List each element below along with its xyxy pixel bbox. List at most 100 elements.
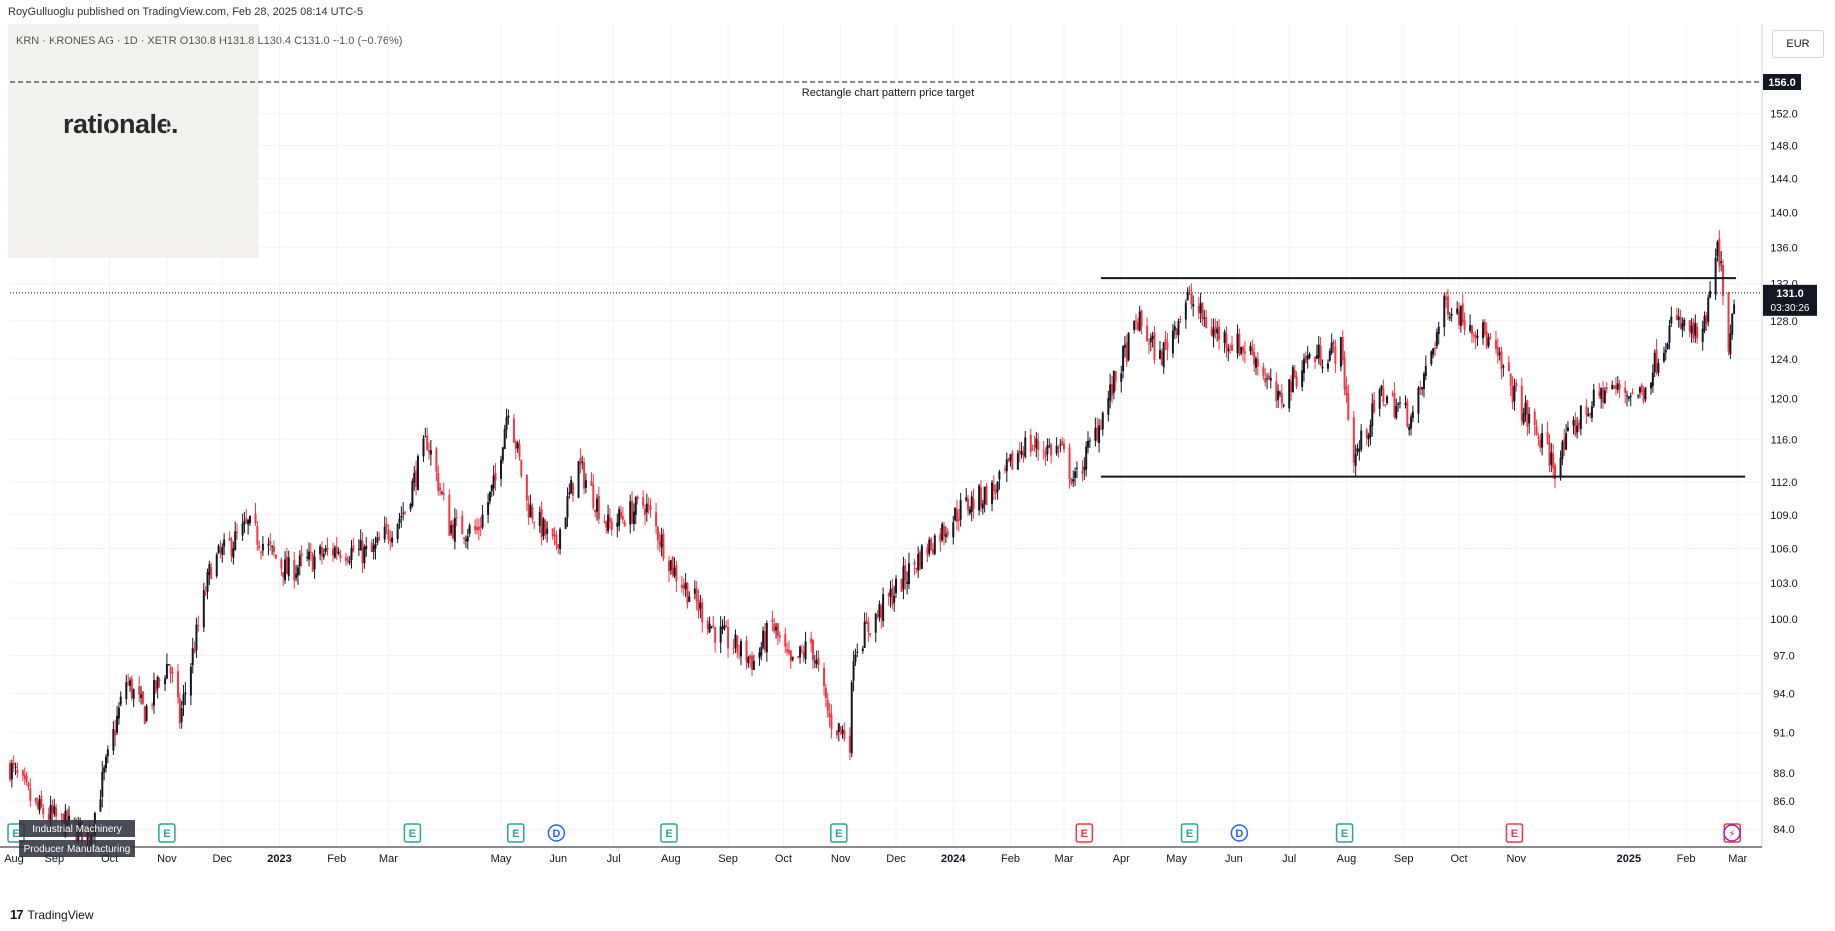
candle-up: [970, 496, 973, 512]
candle-down: [1520, 385, 1523, 421]
time-tick-label: Jul: [607, 853, 621, 865]
candle-up: [490, 484, 493, 492]
candle-down: [27, 783, 30, 787]
price-tick-label: 116.0: [1771, 435, 1798, 447]
candle-down: [389, 539, 392, 542]
earnings-marker-icon: [1335, 823, 1354, 843]
candle-down: [1705, 314, 1708, 325]
candle-down: [1692, 322, 1695, 339]
candle-down: [426, 435, 429, 450]
time-tick-label: Sep: [1394, 853, 1414, 865]
candle-up: [1282, 405, 1285, 407]
candle-up: [132, 689, 135, 699]
candle-down: [1472, 335, 1475, 337]
candle-down: [1345, 386, 1348, 396]
candle-up: [928, 539, 931, 554]
candle-down: [828, 712, 831, 717]
candle-up: [861, 648, 864, 652]
candle-up: [991, 482, 994, 504]
candle-down: [387, 529, 390, 540]
candle-down: [36, 801, 39, 808]
candle-down: [1179, 319, 1182, 321]
candle-up: [1048, 445, 1051, 447]
candle-down: [1642, 390, 1645, 402]
candle-down: [474, 525, 477, 530]
candle-up: [1629, 395, 1632, 398]
candle-up: [734, 634, 737, 648]
candle-up: [468, 525, 471, 534]
candle-down: [23, 774, 26, 779]
candle-down: [463, 537, 466, 539]
candle-down: [272, 546, 275, 553]
candle-up: [117, 707, 120, 719]
candle-up: [1356, 448, 1359, 453]
earnings-marker-label: E: [835, 828, 842, 840]
candle-down: [256, 526, 259, 545]
candle-down: [649, 505, 652, 511]
candle-up: [182, 694, 185, 706]
candle-down: [712, 625, 715, 627]
candle-up: [1690, 325, 1693, 334]
candle-up: [1437, 326, 1440, 335]
candle-up: [1707, 297, 1710, 322]
candle-down: [1044, 452, 1047, 457]
candle-down: [260, 551, 263, 553]
candle-down: [1210, 326, 1213, 336]
candle-up: [906, 581, 909, 584]
candle-up: [411, 481, 414, 507]
candle-down: [55, 807, 58, 817]
candle-down: [1365, 429, 1368, 439]
candle-down: [1500, 351, 1503, 369]
candle-down: [1552, 453, 1555, 469]
candle-down: [985, 486, 988, 506]
candle-down: [151, 704, 154, 706]
candle-up: [295, 573, 298, 578]
price-chart[interactable]: 84.0 86.0 88.0 91.0 94.0 97.0 100.0 103.0 106.0 1…: [0, 24, 1835, 904]
candle-down: [1070, 478, 1073, 484]
candle-down: [544, 520, 547, 535]
candle-up: [1266, 378, 1269, 380]
candle-up: [241, 523, 244, 536]
time-tick-label: Aug: [661, 853, 681, 865]
candle-down: [1458, 310, 1461, 326]
candle-down: [1640, 384, 1643, 392]
candle-down: [143, 706, 146, 725]
candle-up: [570, 479, 573, 494]
candle-up: [546, 528, 549, 534]
candle-up: [1482, 322, 1485, 339]
candle-up: [1411, 411, 1414, 418]
candle-up: [1149, 338, 1152, 343]
candle-down: [1511, 386, 1514, 403]
time-tick-label: Dec: [886, 853, 906, 865]
candle-down: [415, 470, 418, 487]
candle-down: [34, 798, 37, 802]
candle-up: [1603, 390, 1606, 404]
candle-up: [1720, 261, 1723, 263]
price-tick-label: 103.0: [1770, 578, 1798, 590]
candle-up: [1469, 325, 1472, 331]
candle-down: [60, 813, 63, 815]
footer-brand[interactable]: 17 TradingView: [10, 907, 94, 922]
candle-up: [1408, 426, 1411, 431]
candle-up: [106, 749, 109, 757]
candle-down: [904, 565, 907, 581]
candle-down: [1470, 325, 1473, 335]
currency-selector[interactable]: EUR: [1772, 30, 1824, 58]
candle-down: [1727, 292, 1730, 352]
candle-up: [505, 417, 508, 430]
candle-down: [802, 651, 805, 657]
candle-up: [488, 491, 491, 502]
candle-up: [1701, 328, 1704, 343]
candle-up: [1159, 350, 1162, 359]
candle-down: [29, 788, 32, 801]
candle-down: [42, 808, 45, 815]
candle-up: [1611, 384, 1614, 389]
publisher-line: RoyGulluoglu published on TradingView.co…: [8, 6, 364, 18]
candle-down: [1494, 340, 1497, 349]
candle-down: [1535, 426, 1538, 435]
candle-down: [763, 631, 766, 651]
candle-down: [1061, 441, 1064, 445]
candle-down: [141, 691, 144, 704]
footer-brand-label: TradingView: [27, 907, 94, 922]
candle-down: [642, 497, 645, 507]
